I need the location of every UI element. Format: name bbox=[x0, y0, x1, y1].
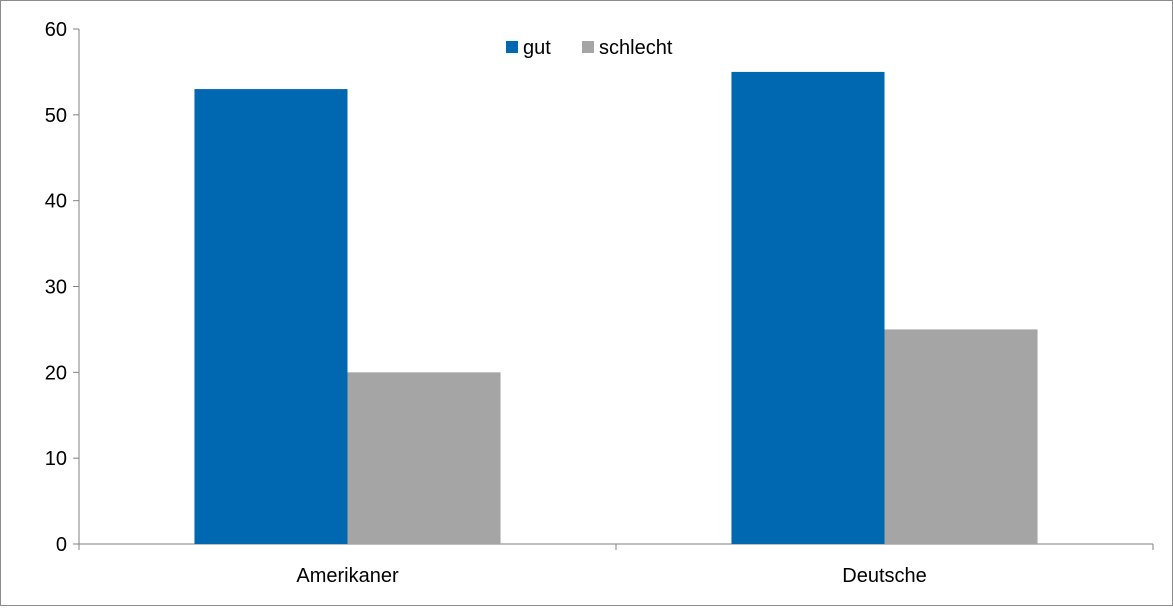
legend-swatch-gut bbox=[506, 41, 518, 53]
x-tick-label-deutsche: Deutsche bbox=[842, 565, 927, 587]
y-tick-label: 60 bbox=[45, 19, 67, 41]
bar-schlecht-amerikaner bbox=[347, 372, 501, 544]
y-tick-label: 10 bbox=[45, 448, 67, 470]
legend-label-schlecht: schlecht bbox=[599, 37, 673, 59]
y-tick-label: 50 bbox=[45, 105, 67, 127]
legend: gut schlecht bbox=[506, 37, 673, 59]
x-axis: Amerikaner Deutsche bbox=[78, 543, 1154, 587]
legend-swatch-schlecht bbox=[582, 41, 594, 53]
y-tick-label: 0 bbox=[56, 534, 67, 556]
bar-gut-deutsche bbox=[731, 71, 885, 545]
legend-label-gut: gut bbox=[523, 37, 551, 59]
y-tick-label: 20 bbox=[45, 362, 67, 384]
y-tick-label: 30 bbox=[45, 277, 67, 299]
y-tick-label: 40 bbox=[45, 191, 67, 213]
x-tick-label-amerikaner: Amerikaner bbox=[296, 565, 399, 587]
bar-schlecht-deutsche bbox=[884, 329, 1038, 544]
bars bbox=[194, 71, 1038, 545]
y-axis: 0 10 20 30 40 50 60 bbox=[45, 19, 80, 556]
bar-gut-amerikaner bbox=[194, 89, 348, 544]
